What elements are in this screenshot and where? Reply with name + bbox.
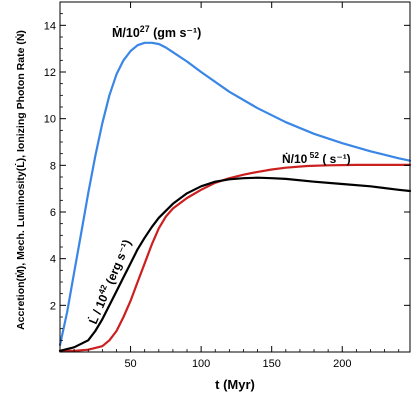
annotation-ndot: Ṅ/10 52 ( s⁻¹): [282, 150, 351, 166]
y-tick-label: 8: [50, 160, 56, 172]
series-line-2: [58, 176, 412, 352]
y-tick-label: 4: [50, 254, 56, 266]
y-axis-title: Accretion(Ṁ), Mech. Luminosity(L̇), Ioni…: [14, 30, 27, 330]
x-tick-label: 100: [192, 358, 210, 370]
series-layer: [58, 41, 412, 352]
y-tick-label: 6: [50, 207, 56, 219]
series-line-1: [58, 163, 412, 352]
series-line-0: [58, 41, 412, 347]
y-tick-label: 10: [44, 114, 56, 126]
x-tick-label: 150: [263, 358, 281, 370]
y-tick-label: 14: [44, 20, 56, 32]
annotation-mdot: Ṁ/1027 (gm s⁻¹): [112, 24, 201, 40]
y-tick-label: 2: [50, 300, 56, 312]
x-tick-label: 50: [124, 358, 136, 370]
y-tick-label: 12: [44, 67, 56, 79]
axes-layer: 50 100 150 200 2 4 6 8 10 12 14: [44, 1, 411, 370]
x-axis-title: t (Myr): [215, 377, 255, 392]
x-tick-label: 200: [333, 358, 351, 370]
